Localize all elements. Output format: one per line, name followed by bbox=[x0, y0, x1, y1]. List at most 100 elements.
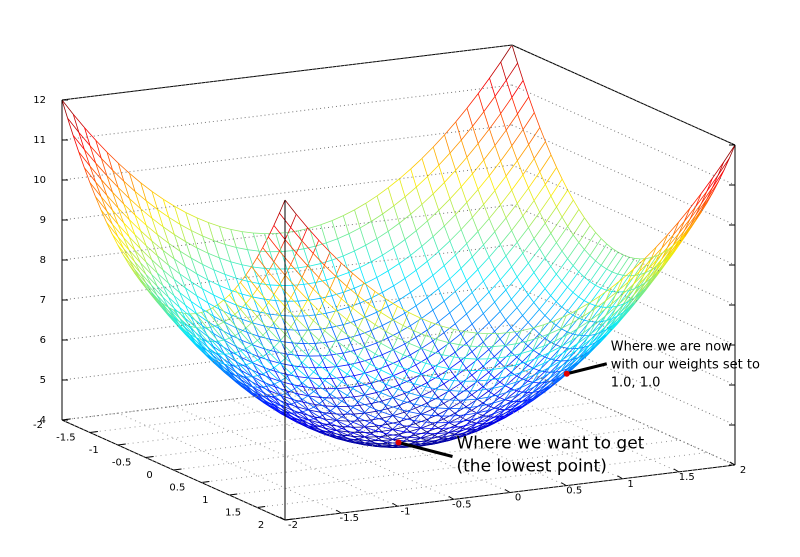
mesh-line bbox=[369, 433, 382, 438]
mesh-line bbox=[408, 312, 421, 319]
mesh-line bbox=[505, 345, 512, 353]
mesh-line bbox=[336, 430, 349, 433]
mesh-line bbox=[285, 415, 298, 423]
mesh-line bbox=[639, 279, 652, 293]
mesh-line bbox=[359, 334, 366, 348]
mesh-line bbox=[712, 161, 725, 179]
mesh-line bbox=[273, 284, 280, 295]
mesh-line bbox=[156, 295, 169, 308]
mesh-line bbox=[466, 342, 473, 352]
mesh-line bbox=[431, 415, 443, 417]
mesh-line bbox=[234, 288, 247, 304]
mesh-line bbox=[307, 329, 320, 341]
mesh-line bbox=[284, 199, 297, 215]
mesh-line bbox=[403, 379, 415, 385]
mesh-line bbox=[324, 357, 337, 367]
mesh-line bbox=[555, 311, 568, 326]
mesh-line bbox=[190, 258, 198, 274]
mesh-line bbox=[516, 203, 524, 217]
mesh-line bbox=[324, 299, 337, 311]
mesh-line bbox=[644, 269, 657, 283]
mesh-line bbox=[353, 432, 365, 438]
mesh-line bbox=[387, 388, 394, 398]
grid-line bbox=[511, 244, 736, 346]
mesh-line bbox=[504, 364, 516, 369]
mesh-line bbox=[240, 350, 253, 363]
mesh-line bbox=[572, 362, 579, 367]
mesh-line bbox=[448, 368, 460, 371]
mesh-line bbox=[235, 247, 243, 265]
mesh-line bbox=[364, 433, 371, 438]
mesh-line bbox=[425, 322, 432, 336]
mesh-line bbox=[443, 418, 450, 424]
mesh-line bbox=[426, 419, 433, 425]
mesh-line bbox=[404, 313, 411, 326]
mesh-line bbox=[129, 198, 136, 216]
mesh-line bbox=[561, 216, 568, 227]
mesh-line bbox=[572, 199, 580, 210]
mesh-line bbox=[241, 231, 254, 234]
mesh-line bbox=[504, 409, 517, 417]
mesh-line bbox=[466, 243, 473, 258]
mesh-line bbox=[284, 274, 297, 289]
mesh-line bbox=[275, 328, 282, 342]
mesh-line bbox=[402, 343, 410, 355]
mesh-line bbox=[499, 338, 506, 347]
mesh-line bbox=[100, 179, 113, 193]
mesh-line bbox=[510, 351, 518, 358]
mesh-line bbox=[510, 372, 517, 377]
y-tick-label: -0.5 bbox=[452, 499, 472, 510]
mesh-line bbox=[611, 321, 618, 327]
mesh-line bbox=[253, 232, 265, 235]
mesh-line bbox=[628, 256, 635, 259]
mesh-line bbox=[217, 299, 224, 305]
mesh-line bbox=[342, 413, 349, 422]
mesh-line bbox=[292, 250, 299, 269]
mesh-line bbox=[168, 296, 180, 308]
mesh-line bbox=[515, 377, 528, 383]
mesh-line bbox=[493, 385, 505, 389]
mesh-line bbox=[364, 372, 372, 384]
mesh-line bbox=[240, 331, 253, 345]
mesh-line bbox=[522, 112, 535, 130]
mesh-line bbox=[388, 178, 400, 189]
mesh-line bbox=[370, 358, 377, 370]
mesh-line bbox=[521, 391, 534, 399]
mesh-line bbox=[202, 308, 214, 317]
mesh-line bbox=[129, 198, 141, 210]
mesh-line bbox=[251, 375, 258, 378]
mesh-line bbox=[588, 347, 596, 354]
mesh-line bbox=[190, 325, 196, 329]
mesh-line bbox=[667, 234, 674, 248]
mesh-line bbox=[353, 288, 361, 304]
mesh-line bbox=[61, 99, 68, 119]
mesh-line bbox=[494, 190, 501, 205]
z-tick-label: 7 bbox=[40, 295, 46, 306]
mesh-line bbox=[488, 405, 495, 409]
mesh-line bbox=[499, 362, 506, 369]
mesh-line bbox=[168, 283, 175, 296]
mesh-line bbox=[444, 182, 451, 200]
mesh-line bbox=[156, 298, 169, 314]
mesh-line bbox=[494, 289, 507, 303]
mesh-line bbox=[369, 304, 381, 313]
mesh-line bbox=[650, 275, 657, 283]
mesh-line bbox=[459, 381, 466, 392]
mesh-line bbox=[207, 346, 214, 356]
mesh-line bbox=[487, 346, 494, 360]
mesh-line bbox=[100, 179, 108, 196]
mesh-line bbox=[302, 395, 309, 400]
mesh-line bbox=[398, 299, 406, 314]
mesh-line bbox=[672, 233, 680, 246]
tick-mark bbox=[229, 493, 238, 496]
grid-line bbox=[511, 44, 736, 146]
mesh-line bbox=[326, 276, 338, 281]
mesh-line bbox=[505, 334, 518, 347]
mesh-line bbox=[268, 403, 281, 412]
mesh-line bbox=[393, 205, 400, 224]
mesh-line bbox=[555, 370, 562, 379]
mesh-line bbox=[370, 291, 383, 299]
mesh-line bbox=[376, 312, 383, 326]
mesh-line bbox=[673, 239, 680, 246]
mesh-line bbox=[408, 342, 421, 349]
